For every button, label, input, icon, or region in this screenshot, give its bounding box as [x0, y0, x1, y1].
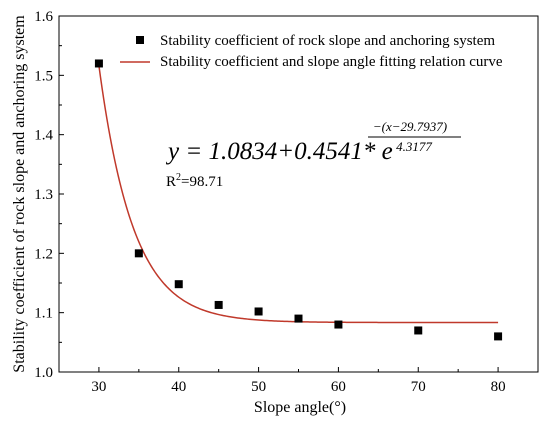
x-tick-label: 30 [91, 379, 106, 395]
fit-curve-line [98, 65, 499, 324]
y-tick-label: 1.1 [34, 306, 53, 322]
legend-marker-scatter [136, 36, 144, 44]
fit-curve [98, 65, 499, 324]
y-tick-label: 1.6 [34, 9, 53, 25]
x-tick-label: 60 [331, 379, 346, 395]
x-tick-label: 80 [491, 379, 506, 395]
data-point [214, 300, 223, 309]
x-tick-label: 40 [171, 379, 186, 395]
r-squared-label: R [166, 174, 176, 190]
data-point [334, 320, 343, 329]
data-point [294, 314, 303, 323]
equation-main: y = 1.0834+0.4541* e [165, 138, 393, 165]
data-point [174, 280, 183, 289]
fit-equation: y = 1.0834+0.4541* e −(x−29.7937) 4.3177 [165, 119, 461, 165]
legend-label-scatter: Stability coefficient of rock slope and … [160, 33, 495, 49]
legend: Stability coefficient of rock slope and … [120, 33, 503, 70]
x-tick-label: 50 [251, 379, 266, 395]
data-point [94, 59, 103, 68]
data-points [94, 59, 503, 341]
r-squared: R2=98.71 [166, 172, 223, 190]
ticks: 30 40 50 60 70 80 1.0 1.1 1.2 1.3 1.4 1.5 1.6 [34, 9, 505, 395]
data-point [254, 307, 263, 316]
r-squared-value: =98.71 [181, 174, 223, 190]
y-tick-label: 1.2 [34, 246, 53, 262]
equation-exp-numerator: −(x−29.7937) [373, 119, 447, 134]
data-point [494, 332, 503, 341]
x-axis-title: Slope angle(°) [254, 399, 346, 416]
y-tick-label: 1.4 [34, 128, 53, 144]
r-squared-sup: 2 [176, 172, 181, 183]
y-tick-label: 1.3 [34, 187, 53, 203]
y-tick-label: 1.5 [34, 68, 53, 84]
legend-label-fit: Stability coefficient and slope angle fi… [160, 54, 503, 70]
y-axis-title: Stability coefficient of rock slope and … [11, 15, 28, 373]
equation-exp-denominator: 4.3177 [396, 139, 432, 154]
x-tick-label: 70 [411, 379, 426, 395]
data-point [134, 249, 143, 258]
data-point [414, 326, 423, 335]
y-tick-label: 1.0 [34, 365, 53, 381]
